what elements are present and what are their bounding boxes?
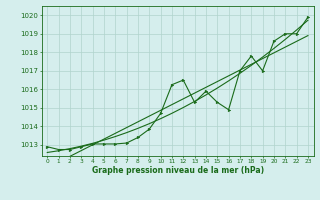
X-axis label: Graphe pression niveau de la mer (hPa): Graphe pression niveau de la mer (hPa) (92, 166, 264, 175)
